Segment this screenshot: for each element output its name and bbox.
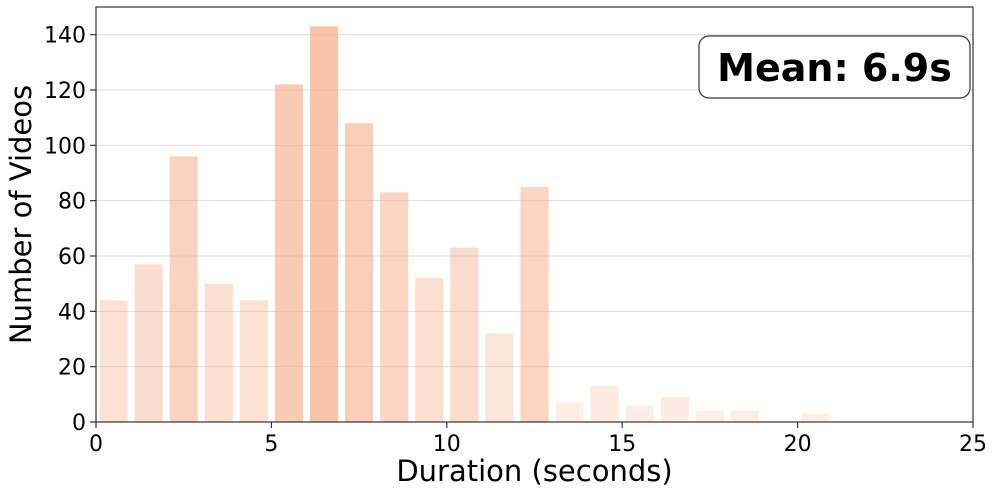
y-tick-label: 100 <box>44 134 86 159</box>
bar <box>380 192 409 422</box>
bar <box>204 283 233 422</box>
x-ticks: 0 5 10 15 20 25 <box>89 422 987 457</box>
bar <box>801 413 830 422</box>
bar <box>520 186 549 422</box>
bar <box>415 278 444 422</box>
x-tick-label: 15 <box>608 432 636 457</box>
bar <box>450 247 479 422</box>
grid-lines <box>96 34 973 368</box>
x-tick-label: 10 <box>433 432 461 457</box>
plot-frame <box>95 6 974 423</box>
bar <box>169 156 198 422</box>
bar <box>695 410 724 422</box>
bar <box>239 300 268 422</box>
bar <box>660 397 689 422</box>
bar <box>309 26 339 422</box>
bar <box>730 410 760 422</box>
y-tick-label: 120 <box>44 79 86 104</box>
x-tick-label: 5 <box>264 432 278 457</box>
y-ticks: 0 20 40 60 80 100 120 140 <box>44 24 96 436</box>
y-tick-label: 60 <box>58 245 86 270</box>
bar <box>485 333 514 422</box>
x-axis-label: Duration (seconds) <box>396 454 672 488</box>
y-tick-label: 40 <box>58 300 86 325</box>
x-tick-label: 0 <box>89 432 103 457</box>
bars <box>99 26 830 422</box>
y-tick-label: 140 <box>44 24 86 49</box>
bar <box>99 300 128 422</box>
x-tick-label: 25 <box>959 432 987 457</box>
bar <box>134 264 163 422</box>
bar <box>555 402 584 422</box>
bar <box>345 123 374 422</box>
mean-annotation-text: Mean: 6.9s <box>717 46 952 90</box>
y-axis-label: Number of Videos <box>4 85 38 344</box>
y-tick-label: 20 <box>58 356 86 381</box>
bar <box>590 386 619 422</box>
x-tick-label: 20 <box>784 432 812 457</box>
y-tick-label: 0 <box>72 411 86 436</box>
bar <box>274 84 303 422</box>
mean-annotation: Mean: 6.9s <box>698 35 971 99</box>
mean-annotation-box <box>698 35 971 99</box>
bar <box>625 405 654 422</box>
y-tick-label: 80 <box>58 190 86 215</box>
